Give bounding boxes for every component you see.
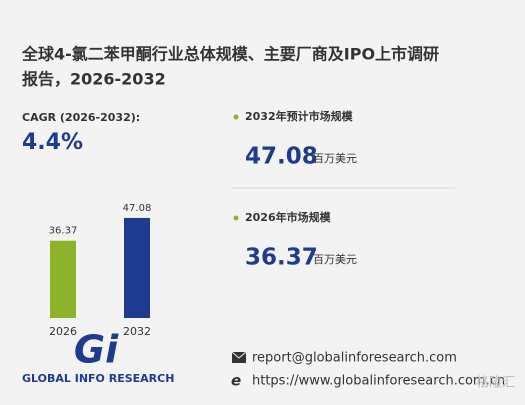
bullet xyxy=(233,215,239,221)
logo-text: GLOBAL INFO RESEARCH xyxy=(22,372,174,385)
email-icon-flap xyxy=(231,351,247,359)
x-tick-label: 2026 xyxy=(49,325,77,338)
stat-value: 36.37 xyxy=(245,245,318,271)
value-label: 36.37 xyxy=(49,226,78,237)
logo: Gi GLOBAL INFO RESEARCH xyxy=(22,328,174,386)
value-label: 47.08 xyxy=(123,203,152,214)
title-line: 报告，2026-2032 xyxy=(22,70,166,89)
bar xyxy=(124,217,150,318)
stat-unit: 百万美元 xyxy=(313,152,357,165)
cagr-label: CAGR (2026-2032): xyxy=(22,111,140,124)
title-line: 全球4-氯二苯甲酮行业总体规模、主要厂商及IPO上市调研 xyxy=(21,45,439,64)
watermark: 格隆汇 xyxy=(476,375,515,391)
bullet xyxy=(233,114,239,120)
stat-label: 2032年预计市场规模 xyxy=(245,109,354,123)
web-icon: e xyxy=(231,372,241,390)
bar xyxy=(50,240,76,318)
stat-label: 2026年市场规模 xyxy=(245,210,332,224)
cagr-value: 4.4% xyxy=(22,130,83,155)
stat-unit: 百万美元 xyxy=(313,253,357,266)
logo-mark: Gi xyxy=(74,328,119,372)
stat-value: 47.08 xyxy=(245,144,318,170)
website[interactable]: https://www.globalinforesearch.com.cn xyxy=(252,374,505,389)
x-tick-label: 2032 xyxy=(123,325,151,338)
email: report@globalinforesearch.com xyxy=(252,351,457,366)
